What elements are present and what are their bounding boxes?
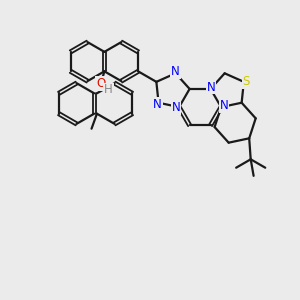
Text: N: N (172, 101, 181, 114)
Text: N: N (207, 81, 216, 94)
Text: S: S (242, 75, 250, 88)
Text: H: H (104, 83, 113, 96)
Text: O: O (96, 77, 105, 90)
Text: N: N (171, 65, 180, 78)
Text: N: N (153, 98, 162, 111)
Text: N: N (220, 99, 229, 112)
